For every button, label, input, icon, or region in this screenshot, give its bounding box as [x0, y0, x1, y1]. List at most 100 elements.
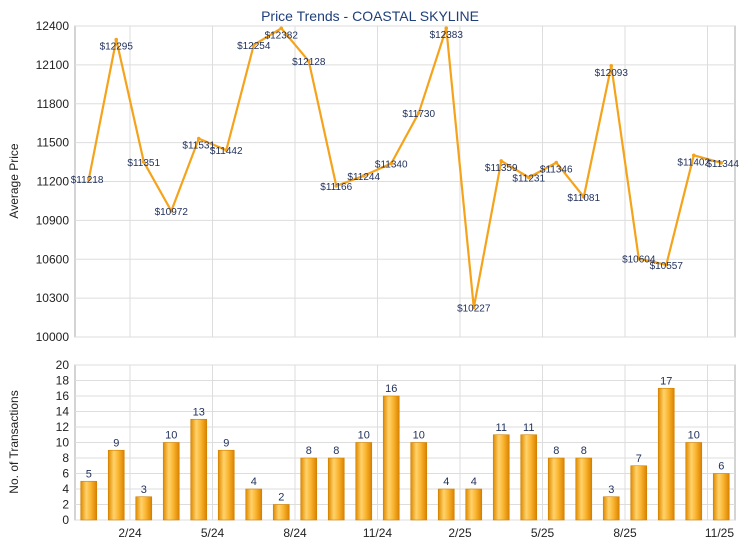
transactions-bar [217, 449, 235, 521]
transactions-y-tick-label: 2 [62, 498, 69, 512]
transactions-bar [300, 457, 318, 521]
price-data-point [389, 161, 394, 166]
transactions-x-tick-label: 11/24 [363, 526, 392, 540]
transactions-bar [327, 457, 345, 521]
transactions-y-tick-label: 8 [62, 451, 69, 465]
transactions-y-tick-label: 20 [56, 358, 70, 372]
transactions-bar [382, 395, 400, 521]
price-data-label: $11531 [182, 141, 215, 152]
transactions-bar [492, 434, 510, 521]
price-y-tick-label: 10600 [36, 252, 70, 266]
transactions-bar [465, 488, 483, 521]
price-data-label: $11730 [402, 109, 435, 120]
transactions-bar [162, 442, 180, 521]
price-data-label: $11351 [127, 158, 160, 169]
transactions-x-tick-label: 8/24 [283, 526, 307, 540]
transactions-bar-label: 9 [113, 437, 119, 449]
price-y-tick-label: 10000 [36, 330, 70, 344]
price-y-tick-label: 11200 [37, 175, 70, 189]
transactions-y-tick-label: 10 [56, 436, 70, 450]
transactions-bar [547, 457, 565, 521]
price-data-point [526, 175, 531, 180]
price-y-tick-label: 10900 [36, 213, 70, 227]
price-data-label: $11081 [567, 193, 600, 204]
price-data-point [224, 148, 229, 152]
transactions-bar [245, 488, 263, 521]
transactions-bar-label: 10 [358, 430, 370, 442]
transactions-bar [712, 473, 730, 521]
price-data-point [554, 160, 559, 165]
price-data-point [251, 43, 256, 47]
price-data-label: $12382 [265, 30, 299, 41]
transactions-bar [575, 457, 593, 521]
transactions-bar-label: 17 [660, 375, 672, 387]
transactions-bar [602, 496, 620, 521]
transactions-x-tick-label: 2/25 [448, 526, 472, 540]
transactions-x-tick-label: 5/25 [531, 526, 555, 540]
price-data-label: $11231 [512, 173, 545, 184]
price-y-tick-label: 11800 [37, 97, 70, 111]
transactions-bar [107, 449, 125, 521]
transactions-bar-label: 10 [688, 430, 700, 442]
transactions-bar-label: 10 [413, 430, 425, 442]
transactions-bar-label: 3 [141, 484, 147, 496]
price-data-point [444, 26, 449, 31]
transactions-bar [135, 496, 153, 521]
transactions-x-tick-label: 2/24 [118, 526, 142, 540]
transactions-x-tick-label: 8/25 [613, 526, 637, 540]
price-data-point [499, 159, 504, 163]
transactions-bar [80, 480, 98, 521]
transactions-x-tick-label: 5/24 [201, 526, 225, 540]
transactions-bar-label: 8 [306, 445, 312, 457]
transactions-y-tick-label: 14 [56, 405, 70, 419]
price-data-point [719, 161, 724, 165]
price-y-tick-label: 11500 [37, 136, 70, 150]
transactions-bar-label: 9 [223, 437, 229, 449]
price-data-label: $10227 [457, 304, 491, 315]
transactions-y-tick-label: 16 [56, 389, 70, 403]
transactions-y-tick-label: 12 [56, 420, 70, 434]
transactions-bar [410, 442, 428, 521]
price-data-point [664, 263, 669, 267]
price-data-point [636, 256, 641, 261]
transactions-bar-label: 8 [333, 445, 339, 457]
price-data-label: $11218 [71, 175, 104, 186]
price-data-point [334, 184, 339, 188]
price-data-label: $12383 [430, 30, 464, 41]
price-data-label: $11359 [485, 163, 518, 174]
transactions-bar-label: 13 [193, 406, 205, 418]
price-data-point [114, 37, 119, 42]
price-data-point [471, 305, 476, 310]
transactions-bar [272, 504, 290, 521]
price-data-point [361, 173, 366, 178]
transactions-bar-label: 8 [553, 445, 559, 457]
price-data-label: $11166 [320, 182, 352, 193]
price-data-point [306, 59, 311, 64]
price-data-label: $11344 [706, 159, 739, 170]
price-data-label: $10972 [155, 207, 189, 218]
price-data-label: $11442 [210, 146, 243, 157]
price-series-line [87, 27, 722, 309]
price-data-point [86, 177, 91, 181]
transactions-bar-label: 2 [278, 492, 284, 504]
price-data-label: $10557 [650, 261, 684, 272]
price-data-point [141, 160, 146, 164]
transactions-bar-label: 4 [471, 476, 477, 488]
transactions-bar-label: 4 [443, 476, 449, 488]
transactions-bar-label: 10 [165, 430, 177, 442]
transactions-bar-label: 8 [581, 445, 587, 457]
transactions-bar [685, 442, 703, 521]
transactions-y-tick-label: 18 [56, 374, 70, 388]
price-data-point [609, 63, 614, 68]
transactions-bar-label: 6 [718, 461, 724, 473]
transactions-bar [437, 488, 455, 521]
price-data-point [416, 111, 421, 115]
transactions-y-tick-label: 0 [62, 513, 69, 527]
chart-title: Price Trends - COASTAL SKYLINE [261, 8, 479, 24]
price-data-point [169, 209, 174, 213]
transactions-bar-label: 5 [86, 468, 92, 480]
transactions-bar [520, 434, 538, 521]
price-panel: 12400 12100 11800 11500 11200 10900 10600 10300… [7, 19, 739, 344]
price-data-label: $11346 [540, 165, 573, 176]
